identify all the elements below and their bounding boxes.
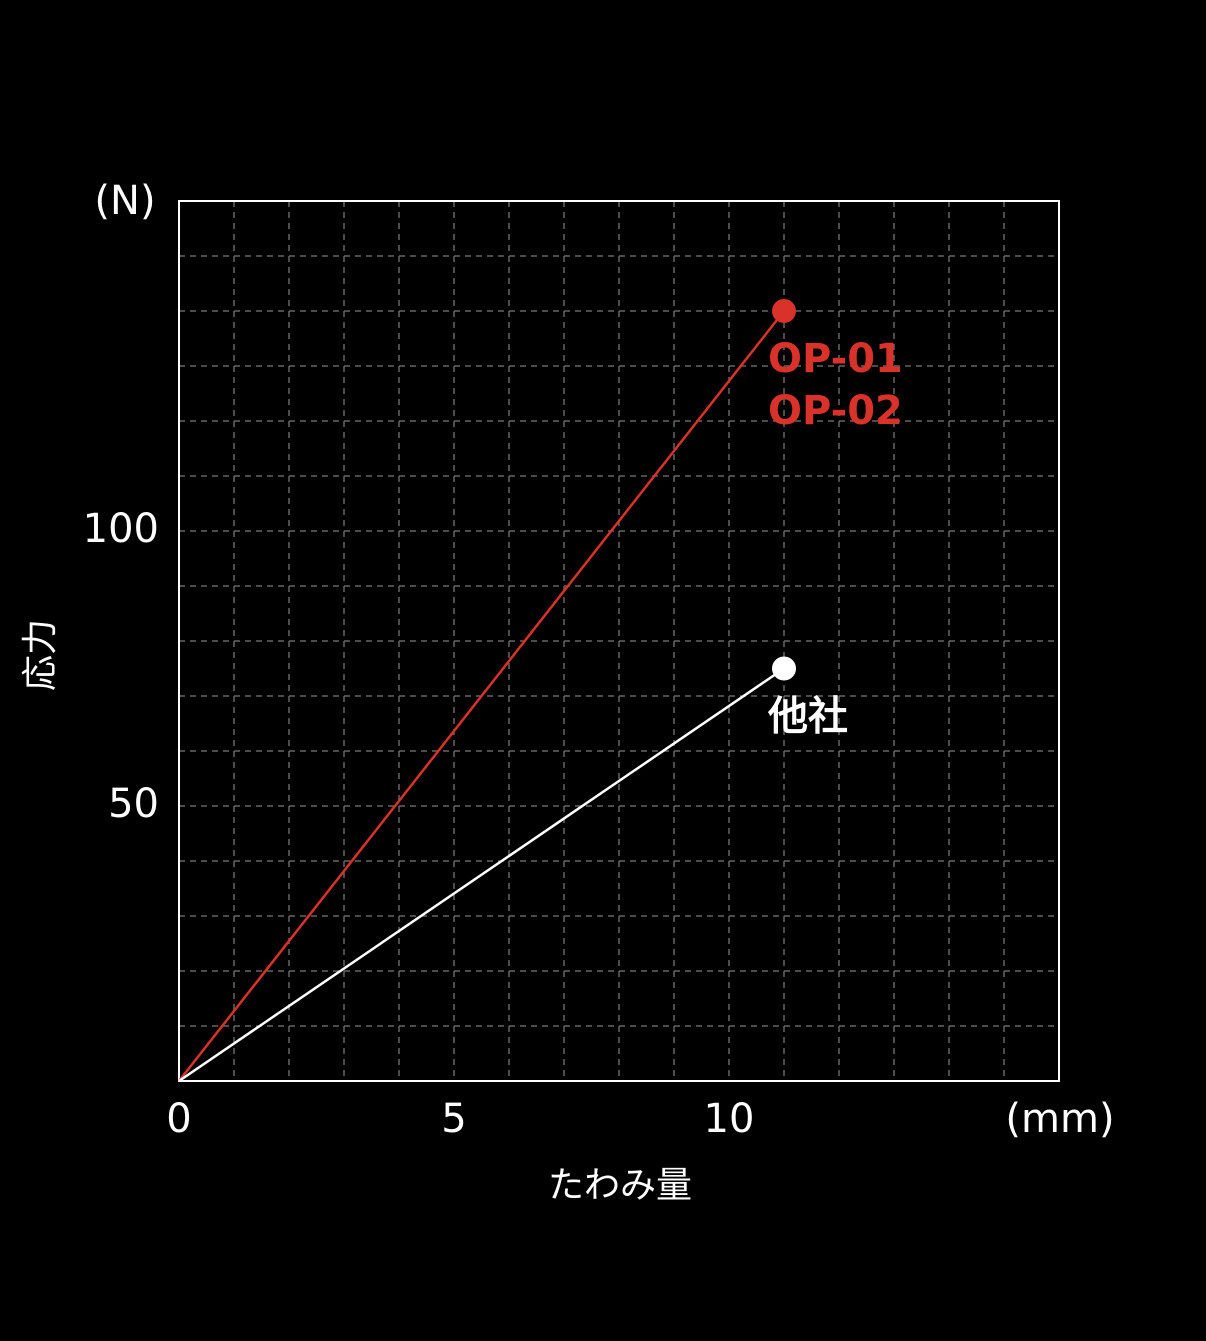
x-tick-label: 0	[166, 1096, 191, 1142]
x-unit: (mm)	[1005, 1096, 1114, 1142]
plot-frame	[178, 200, 1060, 1082]
y-tick-label: 100	[83, 506, 159, 552]
series-label: OP-01	[768, 336, 903, 382]
end-point	[772, 656, 796, 681]
x-tick-label: 5	[441, 1096, 466, 1142]
x-tick-label: 10	[704, 1096, 755, 1142]
y-unit: (N)	[94, 178, 155, 224]
series-label: OP-02	[768, 388, 903, 434]
x-axis-label: たわみ量	[548, 1165, 692, 1206]
y-axis-label: 応力	[20, 619, 61, 691]
y-tick-label: 50	[108, 781, 159, 827]
series-line	[178, 667, 785, 1083]
series-line	[178, 310, 785, 1082]
series-label: 他社	[767, 694, 848, 740]
end-point	[772, 299, 796, 323]
